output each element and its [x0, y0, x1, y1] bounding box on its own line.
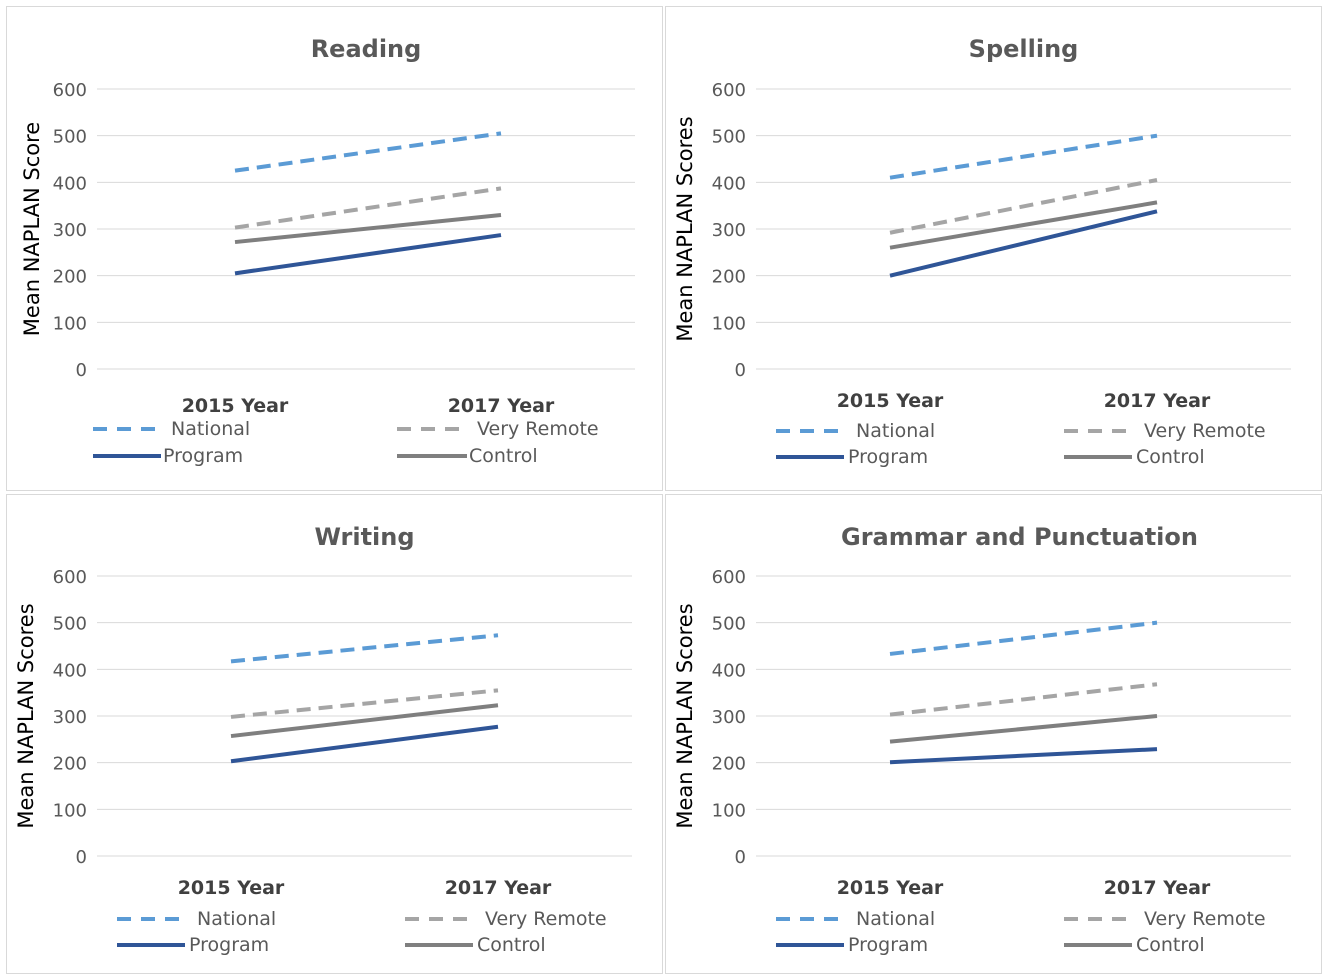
chart-svg-grammar-and-punctuation: Grammar and Punctuation 0 100 200 300 400 500 6… [673, 523, 1291, 956]
x-category-label: 2015 Year [837, 877, 944, 899]
y-axis-label: Mean NAPLAN Scores [673, 116, 697, 341]
series-line-very-remote [889, 178, 1158, 235]
legend-label-program: Program [848, 934, 928, 956]
series-line-national [230, 633, 499, 664]
x-category-label: 2017 Year [1104, 390, 1211, 412]
series-line-national [889, 620, 1158, 656]
chart-panel-writing: Writing 0 100 200 300 400 500 600 Mean NAPLAN Sc… [6, 494, 663, 974]
y-tick-label: 600 [53, 80, 87, 101]
series-line-control [889, 714, 1158, 744]
chart-svg-writing: Writing 0 100 200 300 400 500 600 Mean NAPLAN Sc… [14, 523, 632, 956]
y-tick-label: 300 [712, 707, 746, 728]
legend-label-national: National [856, 908, 935, 930]
y-tick-label: 400 [53, 173, 87, 194]
series-line-control [230, 703, 499, 739]
y-tick-label: 200 [712, 267, 746, 288]
chart-svg-reading: Reading 0 100 200 300 400 500 600 Mean NAPLAN Sc… [20, 35, 635, 467]
legend-label-very-remote: Very Remote [1144, 908, 1266, 930]
y-tick-label: 500 [53, 614, 87, 635]
legend-label-program: Program [163, 445, 243, 467]
series-line-very-remote [230, 688, 499, 719]
series-line-national [234, 131, 502, 173]
legend-label-program: Program [848, 446, 928, 468]
series-line-very-remote [889, 682, 1158, 717]
legend-label-control: Control [477, 934, 546, 956]
y-axis-label: Mean NAPLAN Scores [673, 603, 697, 828]
y-tick-label: 300 [53, 220, 87, 241]
series-line-control [889, 200, 1158, 250]
series-line-program [234, 233, 502, 276]
chart-title: Writing [314, 523, 414, 551]
chart-svg-spelling: Spelling 0 100 200 300 400 500 600 Mean NAPLAN S… [673, 35, 1291, 468]
y-tick-label: 600 [712, 80, 746, 101]
y-tick-label: 0 [76, 847, 87, 868]
x-category-label: 2015 Year [837, 390, 944, 412]
y-tick-label: 100 [53, 313, 87, 334]
y-tick-label: 500 [712, 614, 746, 635]
y-tick-label: 100 [53, 800, 87, 821]
y-tick-label: 400 [712, 660, 746, 681]
chart-panel-grammar-and-punctuation: Grammar and Punctuation 0 100 200 300 400 500 6… [665, 494, 1322, 974]
series-line-program [889, 209, 1158, 278]
y-tick-label: 600 [712, 567, 746, 588]
legend-label-control: Control [1136, 446, 1205, 468]
legend-label-very-remote: Very Remote [485, 908, 607, 930]
y-tick-label: 200 [53, 754, 87, 775]
y-tick-label: 0 [735, 360, 746, 381]
y-tick-label: 400 [712, 173, 746, 194]
legend-label-very-remote: Very Remote [477, 418, 599, 440]
y-tick-label: 100 [712, 313, 746, 334]
x-category-label: 2017 Year [1104, 877, 1211, 899]
y-tick-label: 500 [712, 127, 746, 148]
chart-panel-reading: Reading 0 100 200 300 400 500 600 Mean NAPLAN Sc… [6, 6, 663, 491]
series-line-program [230, 724, 499, 764]
y-tick-label: 600 [53, 567, 87, 588]
y-tick-label: 300 [53, 707, 87, 728]
legend-label-program: Program [189, 934, 269, 956]
y-tick-label: 0 [735, 847, 746, 868]
x-category-label: 2017 Year [445, 877, 552, 899]
y-tick-label: 400 [53, 660, 87, 681]
y-tick-label: 200 [712, 754, 746, 775]
series-line-control [234, 213, 502, 245]
legend-label-control: Control [1136, 934, 1205, 956]
series-line-very-remote [234, 186, 502, 230]
legend-label-very-remote: Very Remote [1144, 420, 1266, 442]
legend-label-national: National [197, 908, 276, 930]
series-line-national [889, 133, 1158, 180]
series-line-program [889, 747, 1158, 765]
chart-panel-spelling: Spelling 0 100 200 300 400 500 600 Mean NAPLAN S… [665, 6, 1322, 491]
chart-title: Reading [311, 35, 422, 63]
x-category-label: 2015 Year [182, 395, 289, 417]
x-category-label: 2015 Year [178, 877, 285, 899]
chart-title: Grammar and Punctuation [841, 523, 1198, 551]
y-axis-label: Mean NAPLAN Score [20, 122, 44, 336]
y-tick-label: 300 [712, 220, 746, 241]
chart-title: Spelling [969, 35, 1079, 63]
y-tick-label: 100 [712, 800, 746, 821]
legend-label-control: Control [469, 445, 538, 467]
y-tick-label: 0 [76, 360, 87, 381]
x-category-label: 2017 Year [448, 395, 555, 417]
legend-label-national: National [171, 418, 250, 440]
y-tick-label: 200 [53, 267, 87, 288]
y-tick-label: 500 [53, 127, 87, 148]
y-axis-label: Mean NAPLAN Scores [14, 603, 38, 828]
legend-label-national: National [856, 420, 935, 442]
